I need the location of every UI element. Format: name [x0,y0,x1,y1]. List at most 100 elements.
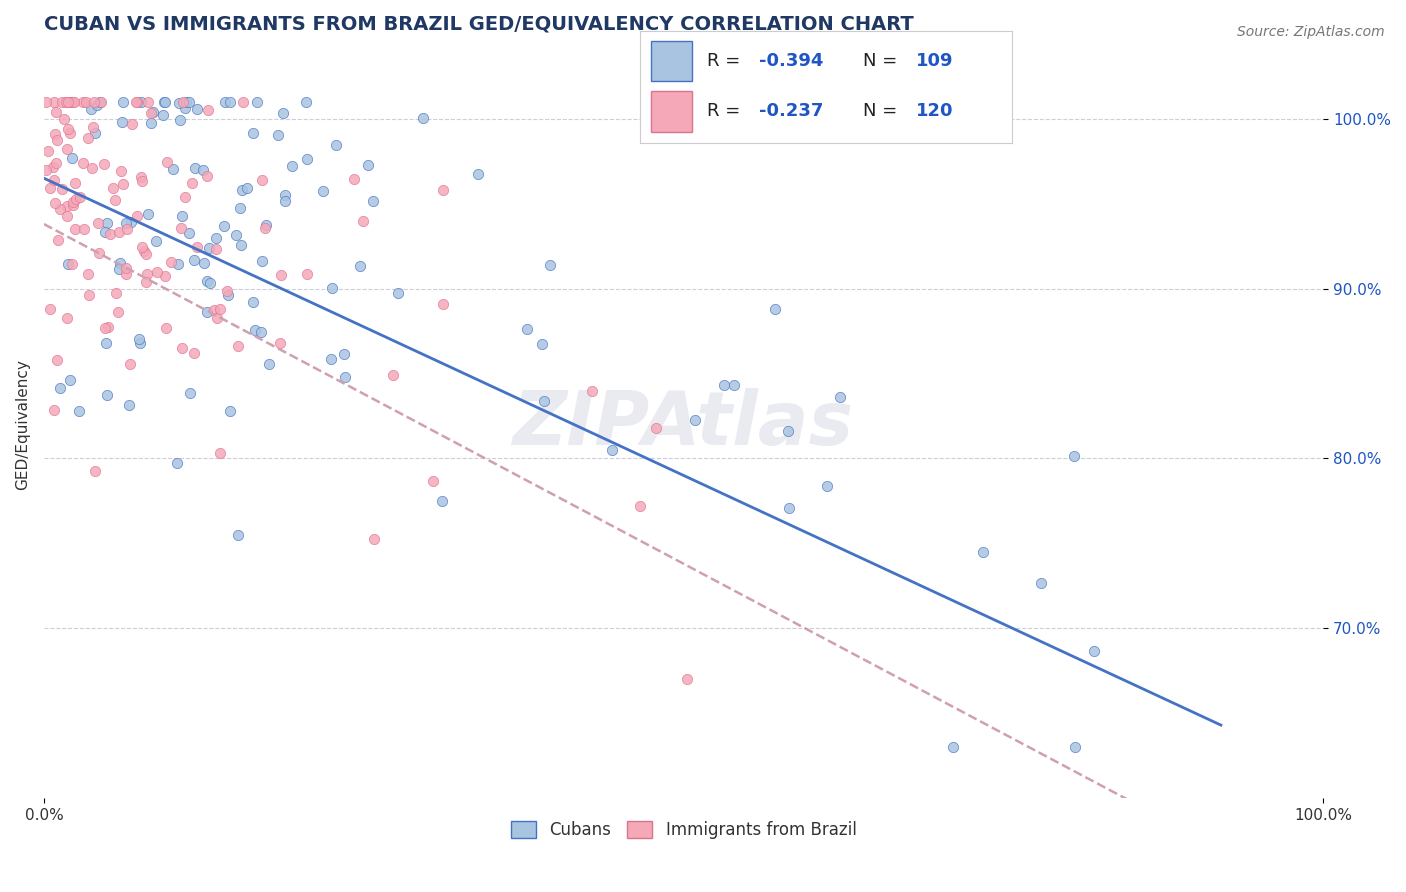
Point [96,335,118,350]
Point [59,126,82,140]
Point [830,390,852,404]
Point [135,246,157,260]
Point [155,95,177,109]
Point [155,268,177,283]
Point [129,95,152,109]
Point [131,240,153,254]
Text: -0.237: -0.237 [759,103,824,120]
Point [83,95,105,109]
Point [129,169,152,184]
Point [177,95,200,109]
Point [1083,644,1105,658]
Point [179,386,201,401]
Point [172,209,194,223]
Text: -0.394: -0.394 [759,53,824,70]
Point [97,319,120,334]
Text: R =: R = [707,53,745,70]
Point [80,161,103,175]
Point [412,112,434,126]
Point [83,126,105,140]
Point [63,176,86,190]
Point [242,294,264,309]
Text: N =: N = [863,53,903,70]
Point [152,108,174,122]
Point [128,332,150,346]
FancyBboxPatch shape [651,41,692,81]
Point [136,95,159,109]
Point [141,106,163,120]
Point [195,169,218,184]
Point [69,190,91,204]
Point [115,222,138,236]
Point [274,194,297,209]
Point [44,127,66,141]
Point [533,394,555,409]
Point [231,183,253,197]
Point [56,209,79,223]
Point [333,347,356,361]
Point [48,202,70,216]
Point [191,163,214,178]
Point [63,95,86,109]
Point [202,302,225,317]
Y-axis label: GED/Equivalency: GED/Equivalency [15,359,30,490]
Point [204,242,226,256]
Point [120,215,142,229]
Point [197,241,219,255]
Point [42,95,65,109]
Point [96,388,118,402]
Point [942,740,965,755]
Point [142,105,165,120]
Point [56,95,79,109]
Point [186,239,208,253]
Point [297,267,319,281]
Point [111,115,134,129]
Point [72,156,94,170]
Point [183,252,205,267]
Legend: Cubans, Immigrants from Brazil: Cubans, Immigrants from Brazil [503,814,863,846]
Point [93,320,115,334]
Point [115,216,138,230]
Point [77,287,100,301]
Point [218,95,240,109]
Point [53,112,76,126]
Point [56,198,79,212]
Point [127,209,149,223]
Point [198,276,221,290]
Point [382,368,405,382]
Point [115,260,138,275]
Point [93,225,115,239]
Text: 109: 109 [915,53,953,70]
Point [56,142,79,156]
Point [46,133,69,147]
Point [59,95,82,109]
Point [87,246,110,260]
Point [37,144,59,158]
Point [73,222,96,236]
Point [432,183,454,197]
Point [197,103,219,117]
Point [467,167,489,181]
Point [531,336,554,351]
Point [72,95,94,109]
Point [295,152,318,166]
Point [600,443,623,458]
Point [232,95,254,109]
Text: 120: 120 [915,103,953,120]
Text: N =: N = [863,103,903,120]
Point [96,216,118,230]
Point [108,256,131,270]
Point [51,182,73,196]
Point [45,353,67,368]
Point [319,351,342,366]
Point [361,194,384,209]
Point [62,197,84,211]
Point [219,404,242,418]
Point [208,302,231,317]
Point [110,164,132,178]
Point [713,378,735,392]
Point [108,261,131,276]
Point [138,207,160,221]
Point [356,158,378,172]
Point [343,171,366,186]
